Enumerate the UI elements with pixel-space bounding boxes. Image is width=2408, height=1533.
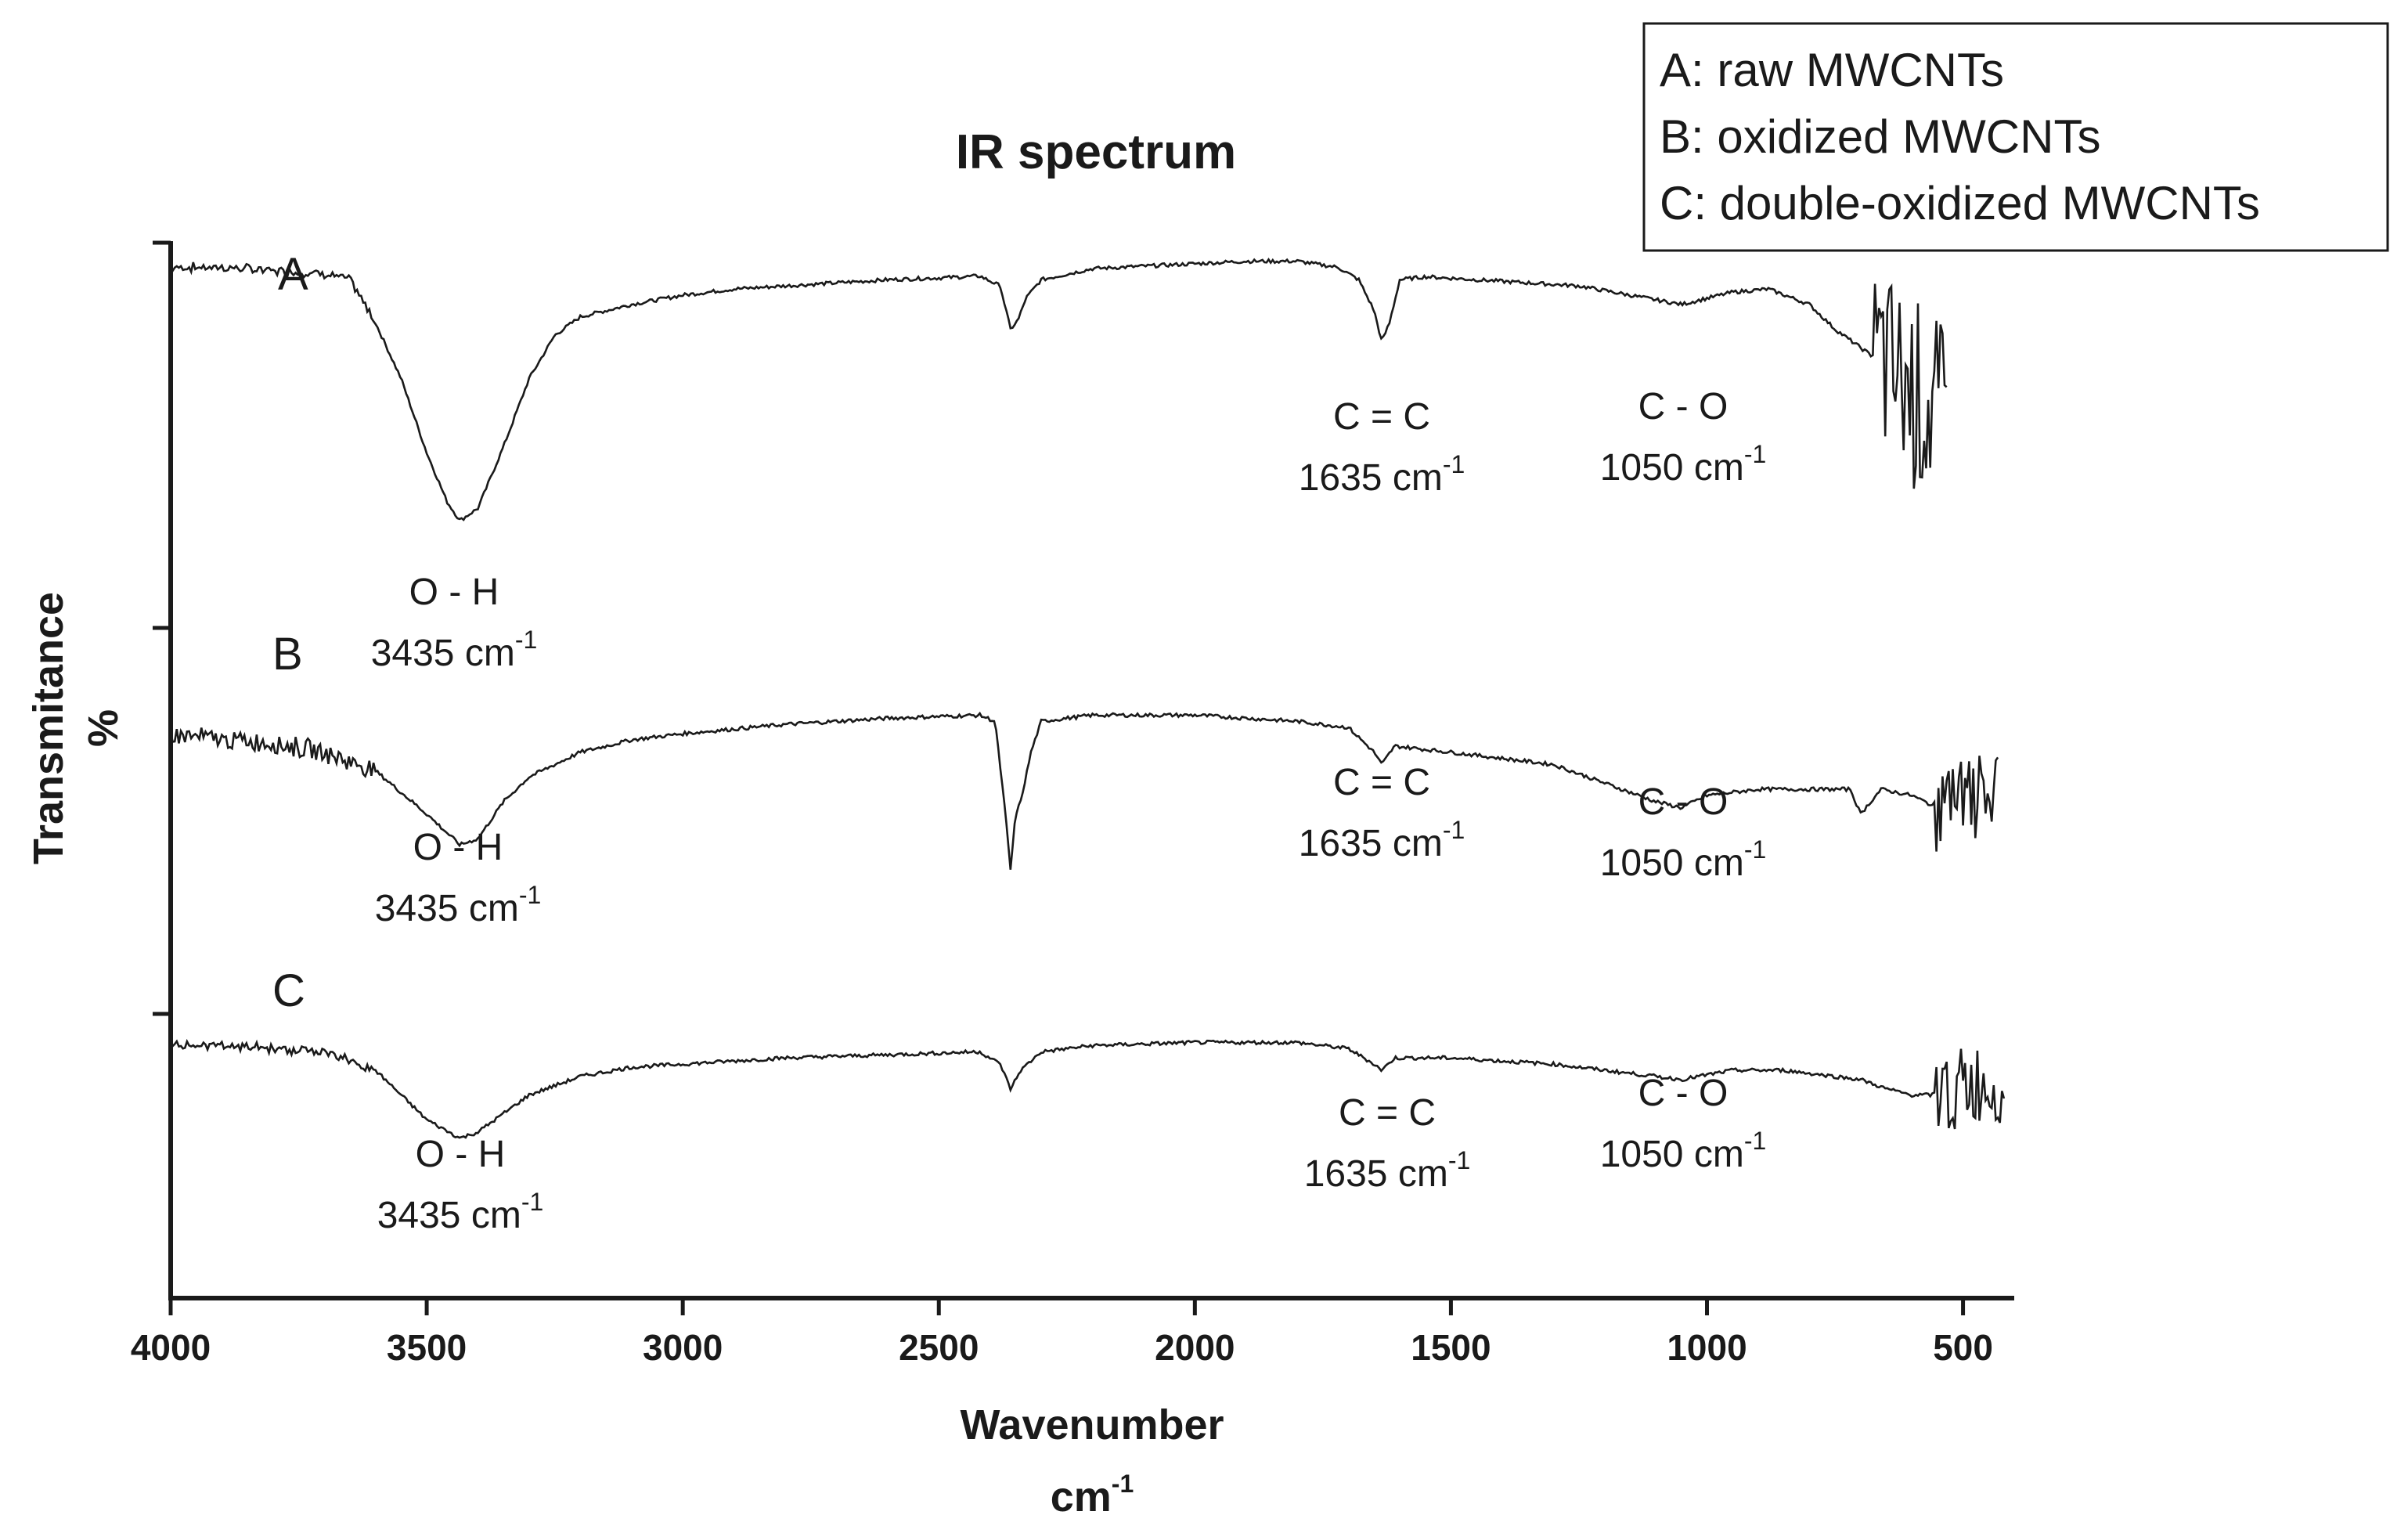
annotation-band-sup: -1 [1443,450,1465,478]
annotation-band: 3435 cm-1 [375,881,542,929]
annotation-band-sup: -1 [1443,816,1465,844]
x-tick-label: 3000 [643,1327,723,1368]
legend-entry-a: A: raw MWCNTs [1660,44,2004,96]
annotation-group: C - O [1638,781,1728,823]
annotation-band-value: 3435 cm [371,633,515,674]
y-axis-title: Transmitance [25,592,72,864]
series-line-c [170,1038,2006,1139]
annotation-c: C - O 1050 cm-1 [1600,1073,1767,1175]
annotation-group: O - H [416,1134,506,1175]
annotation-group: C = C [1333,396,1430,438]
annotation-band: 1635 cm-1 [1299,816,1465,864]
x-tick-label: 1000 [1667,1327,1747,1368]
legend-box [1642,22,2389,252]
x-ticks [168,1298,1966,1315]
annotation-band-sup: -1 [1744,835,1766,864]
legend-entry-b: B: oxidized MWCNTs [1660,110,2100,163]
x-axis-unit-sup: -1 [1112,1470,1134,1498]
annotation-band: 3435 cm-1 [371,626,538,674]
annotation-group: C - O [1638,386,1728,427]
annotation-band-sup: -1 [1448,1146,1470,1174]
y-axis-title-group: Transmitance [25,592,72,864]
annotation-band-value: 3435 cm [375,888,519,929]
annotation-b: C - O 1050 cm-1 [1600,781,1767,884]
annotation-band-value: 1050 cm [1600,1134,1744,1175]
series-label-c: C [272,965,305,1016]
x-tick-label: 2000 [1155,1327,1235,1368]
annotation-band: 3435 cm-1 [377,1188,544,1236]
x-axis-unit-base: cm [1051,1473,1112,1520]
annotation-band: 1050 cm-1 [1600,1127,1767,1175]
series-line-b [169,711,1999,870]
annotation-c: C = C 1635 cm-1 [1304,1092,1471,1195]
annotation-a: C = C 1635 cm-1 [1299,396,1465,499]
annotation-group: C - O [1638,1073,1728,1114]
y-axis-unit: % [80,709,127,747]
x-tick-label: 500 [1933,1327,1993,1368]
annotation-band-value: 1635 cm [1299,823,1443,864]
legend: A: raw MWCNTs B: oxidized MWCNTs C: doub… [1642,22,2389,252]
annotation-group: C = C [1339,1092,1436,1134]
annotation-c: O - H 3435 cm-1 [377,1134,544,1236]
x-tick-label: 1500 [1411,1327,1491,1368]
annotation-band-sup: -1 [515,626,537,654]
annotation-band-sup: -1 [521,1188,543,1216]
annotation-a: C - O 1050 cm-1 [1600,386,1767,489]
annotation-band-value: 1050 cm [1600,447,1744,489]
annotation-band-value: 3435 cm [377,1195,521,1236]
annotation-group: O - H [409,572,499,613]
annotation-band-sup: -1 [519,881,541,909]
chart-title: IR spectrum [956,125,1236,179]
annotation-band: 1050 cm-1 [1600,440,1767,489]
annotation-band-value: 1050 cm [1600,842,1744,884]
annotation-b: C = C 1635 cm-1 [1299,762,1465,864]
annotation-a: O - H 3435 cm-1 [371,572,538,674]
annotation-band: 1635 cm-1 [1304,1146,1471,1195]
x-tick-label: 3500 [387,1327,467,1368]
annotation-band-sup: -1 [1744,440,1766,468]
x-tick-labels: 4000 3500 3000 2500 2000 1500 1000 500 [131,1327,1993,1368]
legend-entry-c: C: double-oxidized MWCNTs [1660,177,2260,229]
annotation-group: C = C [1333,762,1430,803]
series-line-a [169,258,1948,521]
x-tick-label: 2500 [899,1327,979,1368]
series-label-a: A [278,249,308,300]
annotation-b: O - H 3435 cm-1 [375,827,542,929]
series-label-b: B [272,629,303,680]
annotation-group: O - H [413,827,503,868]
series-lines [169,258,2006,1139]
x-axis-unit: cm-1 [1051,1470,1134,1520]
x-tick-label: 4000 [131,1327,211,1368]
annotation-band-sup: -1 [1744,1127,1766,1155]
y-axis-unit-group: % [80,709,127,747]
x-axis-title: Wavenumber [960,1401,1224,1448]
annotation-band: 1635 cm-1 [1299,450,1465,499]
annotation-band-value: 1635 cm [1299,457,1443,499]
annotation-band: 1050 cm-1 [1600,835,1767,884]
annotation-band-value: 1635 cm [1304,1153,1448,1195]
